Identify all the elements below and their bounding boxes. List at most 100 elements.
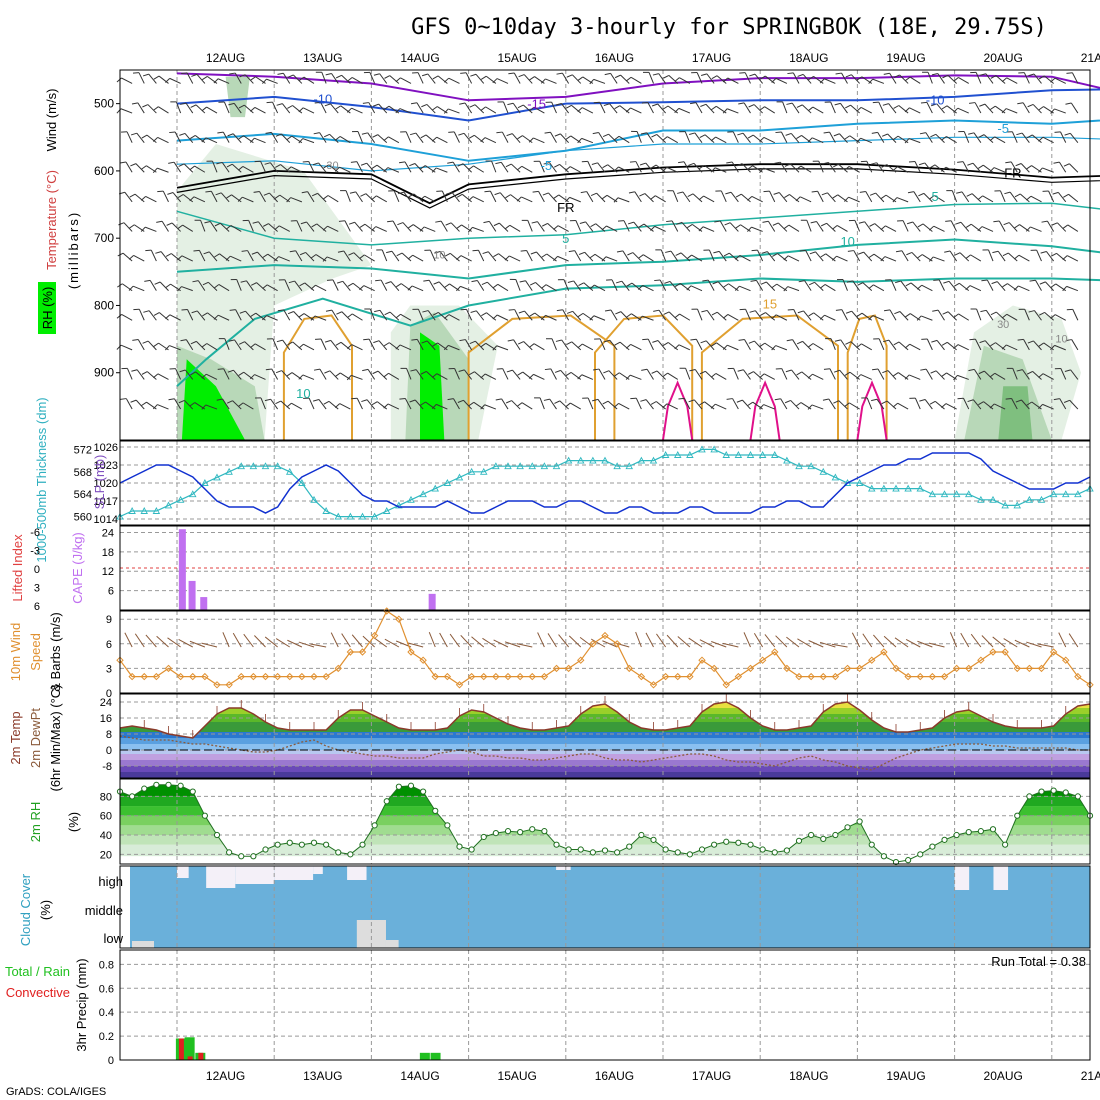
wind-barb: [174, 398, 182, 410]
wind-barb-flag: [941, 166, 947, 172]
wind-barb-flag: [857, 282, 864, 286]
wind-barb-flag: [201, 373, 207, 379]
wind-barb-flag: [734, 285, 740, 291]
wind-barb: [995, 342, 1006, 351]
wind-barb: [308, 397, 315, 410]
wind-barb-flag: [383, 403, 389, 409]
wind-speed-point: [880, 648, 888, 656]
wind-barb: [1020, 163, 1030, 173]
wind-10m-barb: [449, 633, 460, 648]
wind-barb-flag: [759, 404, 764, 410]
rh-point: [129, 793, 136, 800]
wind-barb-flag: [286, 197, 292, 203]
wind-barb: [159, 281, 169, 292]
wind-speed-point: [261, 672, 270, 681]
wind-barb: [135, 399, 145, 410]
wind-barb-flag: [905, 282, 912, 287]
wind-barb: [716, 75, 727, 84]
wind-barb-flag: [484, 190, 491, 193]
wind-barb-flag: [977, 195, 983, 201]
wind-barb: [562, 309, 570, 321]
wind-axis-label-3: & Barbs (m/s): [48, 612, 63, 691]
wind-barb-flag: [458, 132, 465, 136]
thickness-point: [589, 456, 597, 464]
wind-barb: [839, 133, 848, 143]
wind-barb-flag: [532, 190, 539, 193]
thickness-point: [1049, 490, 1058, 498]
wind-barb: [998, 220, 1006, 232]
wind-barb: [730, 191, 739, 203]
wind-barb-flag: [979, 340, 986, 344]
wind-barb: [659, 279, 667, 291]
wind-barb: [824, 78, 836, 84]
wind-barb-flag: [372, 134, 379, 138]
wind-barb-flag: [447, 161, 454, 164]
wind-barb-flag: [238, 371, 245, 376]
wind-barb: [280, 164, 291, 173]
wind-barb: [643, 223, 654, 232]
wind-barb: [757, 249, 764, 262]
wind-barb: [547, 223, 557, 232]
wind-barb-flag: [152, 167, 158, 173]
wind-barb: [610, 309, 618, 321]
wind-barb-flag: [613, 403, 619, 408]
wind-barb: [246, 280, 254, 291]
wind-barb: [571, 341, 582, 351]
wind-barb-flag: [432, 75, 439, 80]
wind-barb: [610, 73, 618, 84]
bottom-date-label: 21AUG: [1081, 1069, 1100, 1083]
wind-barb: [813, 312, 824, 321]
wind-barb: [634, 191, 642, 203]
thickness-point: [358, 512, 367, 520]
wind-barb-flag: [347, 77, 353, 82]
wind-barb-flag: [128, 285, 134, 291]
wind-barb-flag: [167, 192, 174, 195]
rh-point: [650, 836, 657, 843]
wind-speed-point: [540, 672, 549, 681]
wind-barb: [754, 340, 763, 351]
wind-10m-barb: [1068, 633, 1079, 648]
wind-barb-flag: [154, 281, 161, 285]
wind-barb-flag: [469, 104, 476, 108]
wind-barb: [983, 134, 994, 144]
wind-10m-barb: [992, 636, 1006, 648]
wind-barb-flag: [807, 106, 814, 112]
wind-speed-line: [119, 610, 1091, 686]
thickness-point: [892, 484, 900, 492]
wind-10m-barb: [688, 637, 703, 648]
wind-barb: [838, 400, 848, 410]
wind-barb: [183, 163, 194, 173]
wind-barb-flag: [420, 401, 426, 406]
wind-barb: [511, 400, 521, 410]
wind-barb-flag: [712, 281, 719, 285]
wind-barb: [453, 398, 460, 410]
wind-barb-flag: [1014, 193, 1021, 198]
wind-barb: [718, 251, 727, 262]
rh-point: [395, 783, 402, 790]
wind-speed-point: [746, 664, 755, 673]
wind-barb: [255, 312, 266, 321]
wind-barb: [647, 102, 654, 114]
wind-barb: [175, 101, 182, 114]
wind-barb-flag: [590, 192, 597, 197]
temperature-contour-hot: [662, 380, 694, 441]
wind-barb-flag: [725, 191, 732, 195]
wind-barb: [908, 138, 921, 144]
thickness-point: [758, 451, 767, 458]
wind-barb-flag: [458, 369, 465, 372]
wind-barb: [366, 162, 376, 173]
wind-barb-flag: [322, 225, 328, 231]
wind-barb-flag: [238, 135, 244, 140]
wind-barb: [1044, 312, 1054, 321]
wind-barb: [448, 344, 460, 351]
wind-barb: [1023, 339, 1030, 351]
wind-10m-barb: [808, 640, 824, 648]
wind-speed-point: [783, 664, 791, 673]
thickness-point: [673, 451, 682, 458]
wind-barb-flag: [1026, 165, 1032, 170]
wind-barb-flag: [155, 251, 162, 254]
wind-barb: [484, 404, 497, 410]
wind-barb-flag: [229, 72, 236, 75]
wind-barb-flag: [492, 283, 499, 289]
